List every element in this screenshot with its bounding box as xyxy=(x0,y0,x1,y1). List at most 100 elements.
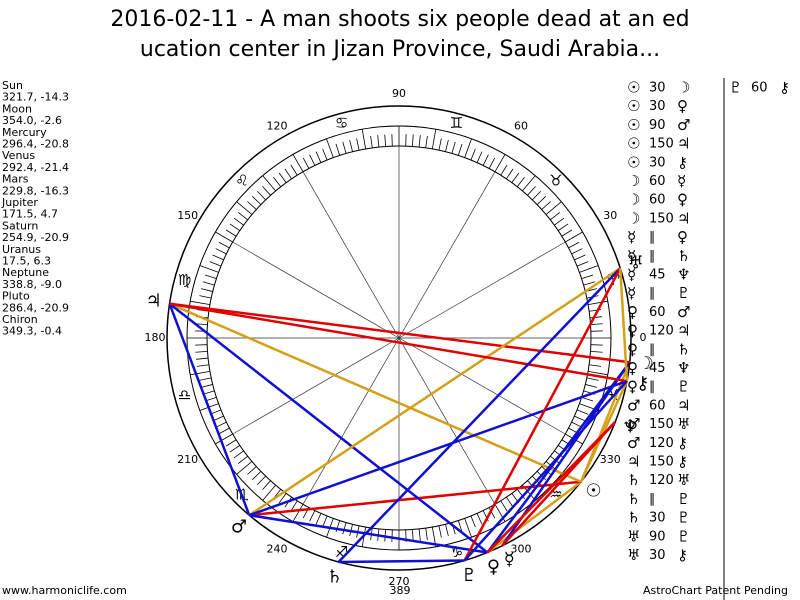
ring-tick xyxy=(574,254,586,261)
ring-tick xyxy=(257,190,266,201)
ring-tick xyxy=(247,466,257,475)
ring-tick xyxy=(457,143,463,156)
degree-label: 300 xyxy=(511,542,532,555)
planet-name: Jupiter xyxy=(1,196,38,209)
aspect-glyph: ☉ xyxy=(627,135,640,153)
aspect-glyph: ⚷ xyxy=(779,79,790,97)
aspect-type: ∥ xyxy=(649,286,656,301)
sign-glyph: ♉ xyxy=(549,172,562,190)
ring-tick xyxy=(278,172,287,183)
ring-tick xyxy=(590,350,603,353)
aspect-line xyxy=(169,302,582,483)
planet-position: 292.4, -21.4 xyxy=(2,161,69,174)
degree-label: 150 xyxy=(177,209,198,222)
ring-tick xyxy=(464,138,472,158)
degree-label: 90 xyxy=(392,87,406,100)
degree-label: 120 xyxy=(267,120,288,133)
aspect-type: 60 xyxy=(751,81,768,96)
aspect-type: 30 xyxy=(649,81,666,96)
ring-tick xyxy=(342,522,347,535)
aspect-glyph: ♄ xyxy=(627,471,640,489)
planet-position: 354.0, -2.6 xyxy=(2,114,62,127)
planet-position: 321.7, -14.3 xyxy=(2,91,69,104)
aspect-line xyxy=(337,267,622,563)
ring-tick xyxy=(199,265,219,273)
ring-tick xyxy=(247,201,257,210)
aspect-type: 60 xyxy=(649,398,666,413)
aspect-type: ∥ xyxy=(649,249,656,264)
aspect-glyph: ♃ xyxy=(677,209,690,227)
aspect-type: 30 xyxy=(649,155,666,170)
house-line xyxy=(398,171,496,339)
planet-name: Saturn xyxy=(2,219,38,232)
ring-tick xyxy=(557,445,569,453)
ring-tick xyxy=(516,176,525,187)
ring-tick xyxy=(356,138,360,151)
planet-position: 254.9, -20.9 xyxy=(2,231,69,244)
planet-name: Uranus xyxy=(2,243,41,256)
ring-tick xyxy=(583,281,596,286)
aspect-glyph: ⚷ xyxy=(677,434,688,452)
aspect-type: 30 xyxy=(649,99,666,114)
ring-tick xyxy=(292,504,304,522)
ring-tick xyxy=(262,484,276,501)
aspect-type: 150 xyxy=(649,137,674,152)
aspect-line xyxy=(248,267,621,517)
ring-tick xyxy=(290,500,298,512)
aspect-glyph: ♀ xyxy=(627,322,638,340)
planet-position: 296.4, -20.8 xyxy=(2,138,69,151)
aspect-glyph: ☽ xyxy=(677,79,690,97)
ring-tick xyxy=(571,248,583,255)
ring-tick xyxy=(579,265,599,273)
ring-tick xyxy=(215,231,233,243)
degree-label: 180 xyxy=(145,331,166,344)
aspect-type: 60 xyxy=(649,193,666,208)
aspect-type: ∥ xyxy=(649,492,656,507)
ring-tick xyxy=(195,323,208,326)
aspect-line xyxy=(619,268,629,382)
planet-glyph: ♅ xyxy=(627,252,643,273)
ring-tick xyxy=(302,157,310,169)
ring-tick xyxy=(195,350,208,353)
aspect-type: 60 xyxy=(649,174,666,189)
aspect-glyph: ♂ xyxy=(677,116,690,134)
aspect-line xyxy=(463,267,622,562)
aspect-glyph: ♀ xyxy=(627,359,638,377)
aspect-line xyxy=(169,302,630,364)
ring-tick xyxy=(315,151,322,163)
ring-tick xyxy=(262,175,276,192)
ring-tick xyxy=(494,154,506,172)
ring-tick xyxy=(565,231,583,243)
aspect-line xyxy=(463,380,628,562)
planet-name: Moon xyxy=(2,102,32,115)
aspect-glyph: ♇ xyxy=(677,527,690,545)
house-line xyxy=(302,337,400,505)
ring-tick xyxy=(290,164,298,176)
degree-label: 30 xyxy=(603,209,617,222)
ring-tick xyxy=(190,300,210,306)
planet-name: Mercury xyxy=(2,126,47,139)
aspect-line xyxy=(486,480,582,554)
ring-tick xyxy=(586,377,599,381)
ring-tick xyxy=(451,141,456,154)
sign-glyph: ♋ xyxy=(335,114,348,132)
aspect-type: 30 xyxy=(649,548,666,563)
aspect-glyph: ♃ xyxy=(677,396,690,414)
planet-name: Chiron xyxy=(2,313,38,326)
ring-tick xyxy=(482,154,489,166)
aspect-type: 150 xyxy=(649,417,674,432)
ring-tick xyxy=(237,455,248,464)
aspect-glyph: ☽ xyxy=(627,172,640,190)
sign-glyph: ♍ xyxy=(178,271,191,289)
ring-tick xyxy=(377,135,380,148)
ring-tick xyxy=(251,196,262,205)
aspect-type: 120 xyxy=(649,473,674,488)
ring-tick xyxy=(218,241,230,249)
ring-tick xyxy=(278,493,287,504)
ring-tick xyxy=(335,143,341,156)
house-line xyxy=(398,337,566,435)
ring-tick xyxy=(204,274,217,280)
ring-tick xyxy=(581,274,594,280)
house-line xyxy=(302,171,400,339)
ring-tick xyxy=(225,229,237,237)
